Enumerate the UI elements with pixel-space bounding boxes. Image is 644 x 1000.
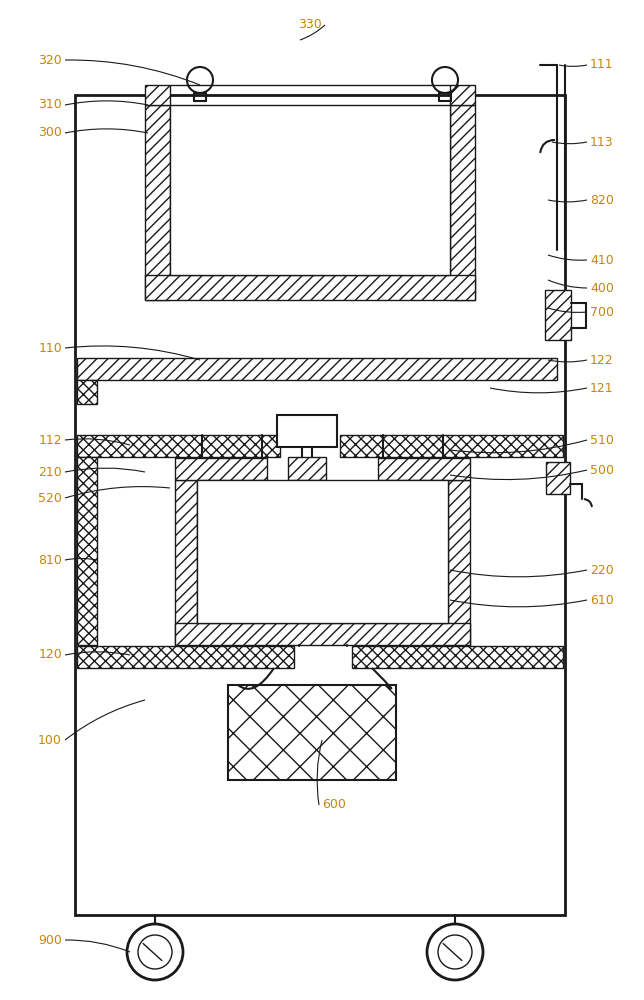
Text: 310: 310: [38, 99, 62, 111]
Text: 210: 210: [38, 466, 62, 479]
Bar: [352, 646, 563, 668]
Bar: [77, 380, 97, 404]
Text: 110: 110: [38, 342, 62, 355]
Text: 400: 400: [590, 282, 614, 294]
Bar: [228, 685, 396, 780]
Text: 120: 120: [38, 648, 62, 662]
Text: 510: 510: [590, 434, 614, 446]
Bar: [378, 458, 470, 480]
Text: 122: 122: [590, 354, 614, 366]
Text: 600: 600: [322, 798, 346, 812]
Text: 330: 330: [298, 18, 322, 31]
Text: 520: 520: [38, 491, 62, 504]
Bar: [340, 435, 563, 457]
Text: 100: 100: [38, 734, 62, 746]
Text: 810: 810: [38, 554, 62, 566]
Bar: [175, 458, 267, 480]
Text: 900: 900: [38, 934, 62, 946]
Text: 300: 300: [38, 126, 62, 139]
Bar: [145, 85, 170, 105]
Text: 121: 121: [590, 381, 614, 394]
Text: 410: 410: [590, 253, 614, 266]
Bar: [77, 358, 557, 380]
Bar: [277, 415, 337, 447]
Text: 112: 112: [39, 434, 62, 446]
Bar: [546, 462, 570, 494]
Text: 820: 820: [590, 194, 614, 207]
Bar: [145, 105, 170, 300]
Text: 320: 320: [38, 53, 62, 66]
Bar: [175, 480, 197, 645]
Bar: [175, 623, 470, 645]
Bar: [448, 480, 470, 645]
Bar: [197, 480, 448, 623]
Text: 220: 220: [590, 564, 614, 576]
Bar: [450, 85, 475, 105]
Text: 113: 113: [590, 135, 614, 148]
Bar: [75, 95, 565, 915]
Text: 111: 111: [590, 58, 614, 72]
Bar: [77, 435, 280, 457]
Text: 610: 610: [590, 593, 614, 606]
Bar: [145, 275, 475, 300]
Bar: [170, 105, 450, 275]
Text: 500: 500: [590, 464, 614, 477]
Text: 700: 700: [590, 306, 614, 318]
Bar: [77, 646, 294, 668]
Bar: [77, 457, 97, 645]
Bar: [450, 105, 475, 300]
Bar: [545, 290, 571, 340]
Bar: [288, 457, 326, 480]
